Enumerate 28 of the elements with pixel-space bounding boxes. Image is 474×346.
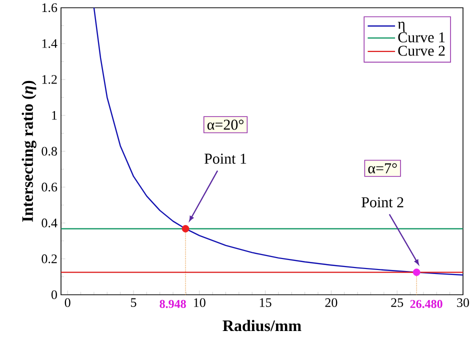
annotation: Point 2 [362, 197, 404, 208]
annotation: α=20° [207, 120, 244, 130]
legend-label: Curve 1 [398, 32, 445, 43]
y-tick-label: 0.2 [42, 254, 57, 264]
x-tick-label: 0 [64, 298, 70, 308]
ref-line-label: 8.948 [160, 300, 186, 308]
x-tick-label: 10 [194, 298, 206, 308]
legend-label: Curve 2 [398, 46, 445, 56]
y-axis-title: Intersecting ratio (η) [22, 81, 36, 222]
y-tick-label: 1 [52, 111, 57, 120]
line-series [93, 7, 464, 276]
annotation: Point 1 [204, 154, 246, 164]
x-tick-label: 15 [260, 298, 272, 308]
annotation: α=7° [368, 163, 397, 174]
y-tick-label: 0.6 [42, 182, 58, 192]
y-tick-label: 1.4 [42, 39, 58, 48]
ref-line-label: 26.480 [410, 300, 442, 308]
y-tick-label: 0.8 [42, 146, 57, 156]
y-tick-label: 1.6 [42, 3, 58, 12]
y-tick-label: 0.4 [42, 218, 58, 228]
x-tick-label: 20 [325, 298, 338, 308]
x-tick-label: 30 [457, 298, 470, 308]
y-tick-label: 1.2 [42, 75, 57, 84]
x-tick-label: 5 [131, 298, 136, 308]
x-tick-label: 25 [391, 298, 404, 308]
x-axis-title: Radius/mm [222, 320, 302, 332]
y-tick-label: 0 [51, 290, 57, 300]
legend-label: η [398, 22, 405, 32]
